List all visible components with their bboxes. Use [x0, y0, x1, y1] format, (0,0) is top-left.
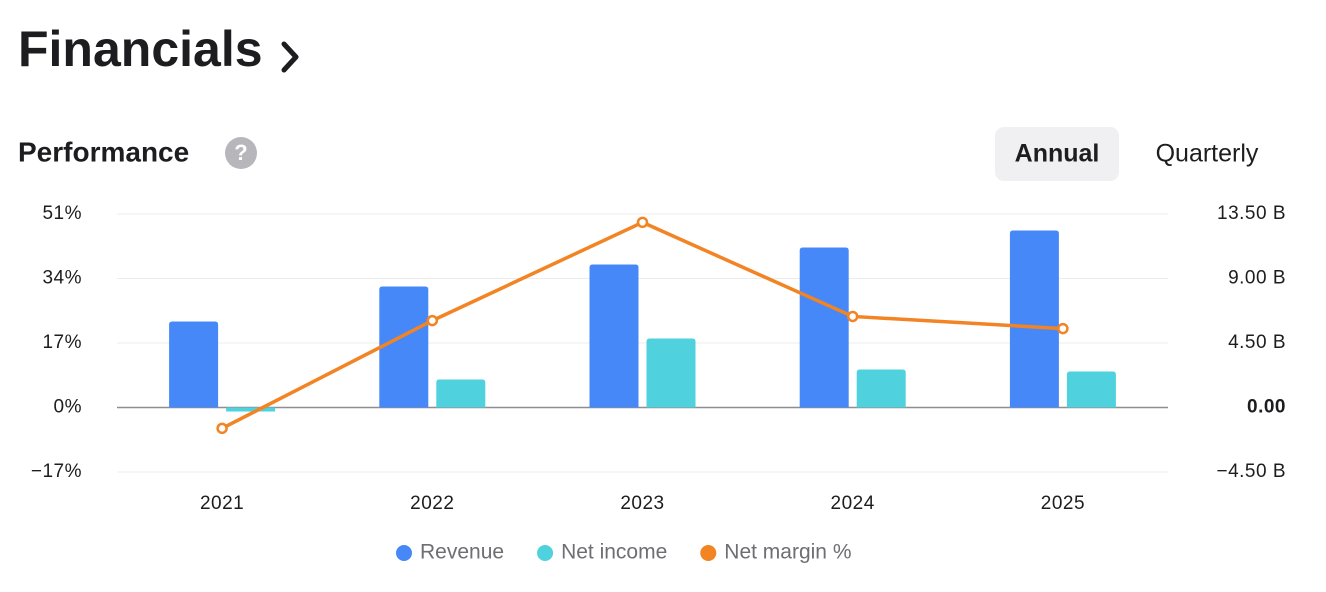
line-marker — [846, 310, 859, 323]
bar — [646, 338, 696, 408]
help-icon[interactable] — [225, 137, 257, 169]
legend-swatch — [700, 545, 717, 561]
y2-tick-label: 0.00 — [1247, 397, 1286, 418]
line-marker — [426, 314, 439, 327]
x-tick-label: 2024 — [831, 493, 875, 514]
y2-tick-label: 4.50 B — [1228, 332, 1286, 353]
line-marker — [1057, 322, 1069, 335]
y-tick-label: 17% — [42, 332, 82, 353]
line-marker — [636, 216, 649, 229]
bar — [799, 247, 849, 408]
bar — [856, 369, 906, 408]
line-marker — [216, 422, 228, 435]
page-title[interactable]: Financials — [18, 21, 263, 77]
bar — [379, 286, 429, 408]
toggle-button[interactable]: Annual — [1015, 140, 1100, 168]
legend-swatch — [537, 545, 554, 561]
legend-label: Net income — [561, 541, 667, 564]
line — [221, 220, 1064, 430]
help-icon-glyph[interactable]: ? — [234, 140, 247, 165]
x-tick-label: 2021 — [200, 493, 244, 514]
y2-tick-label: −4.50 B — [1216, 461, 1286, 482]
toggle-active-bg[interactable] — [995, 127, 1119, 181]
x-tick-label: 2023 — [620, 493, 664, 514]
y-tick-label: −17% — [31, 461, 82, 482]
y2-tick-label: 13.50 B — [1217, 203, 1286, 224]
bar — [589, 264, 639, 408]
bar — [226, 407, 276, 412]
y-tick-label: 51% — [42, 203, 82, 224]
y-tick-label: 0% — [54, 397, 82, 418]
y-tick-label: 34% — [42, 268, 82, 289]
legend-label: Net margin % — [724, 541, 851, 564]
bar — [1009, 230, 1059, 408]
x-tick-label: 2022 — [410, 493, 454, 514]
x-tick-label: 2025 — [1041, 493, 1085, 514]
bar — [1066, 371, 1116, 408]
legend-swatch — [396, 545, 412, 561]
y2-tick-label: 9.00 B — [1228, 268, 1286, 289]
chevron-icon[interactable] — [281, 41, 299, 73]
section-title: Performance — [18, 136, 189, 167]
toggle-button[interactable]: Quarterly — [1156, 140, 1259, 168]
bar — [436, 379, 486, 408]
bar — [169, 321, 219, 408]
legend-label: Revenue — [420, 541, 504, 564]
